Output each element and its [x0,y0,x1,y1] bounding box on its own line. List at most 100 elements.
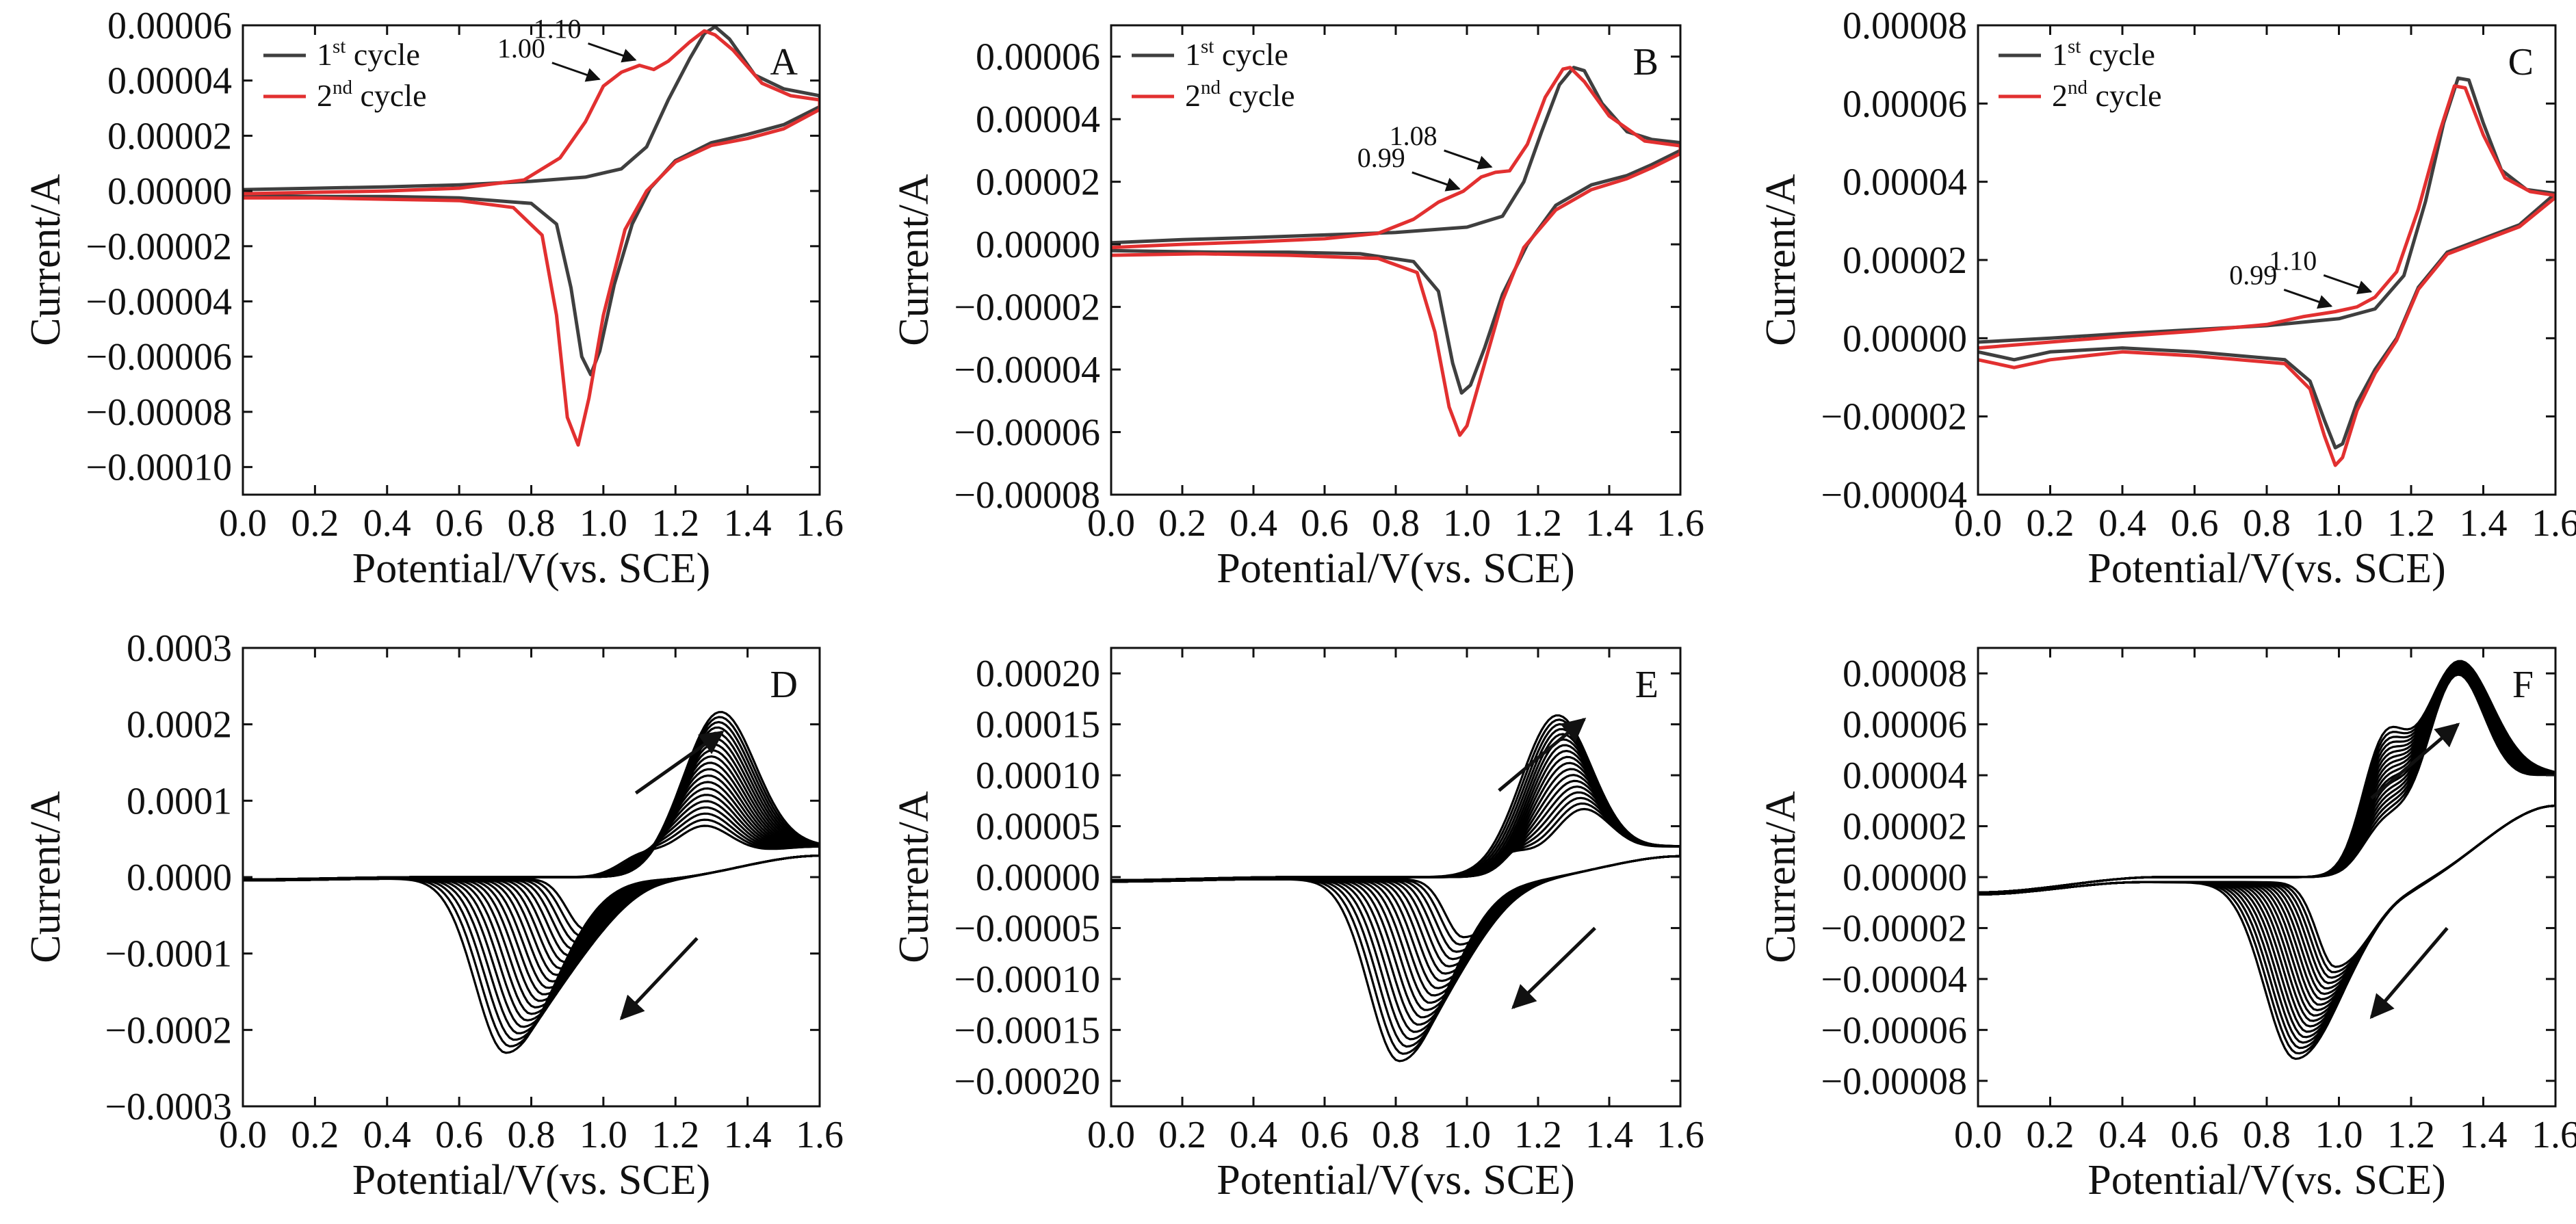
x-tick-label: 0.6 [2171,502,2219,545]
plot-area [1111,66,1680,437]
x-tick-label: 0.8 [508,1114,556,1156]
y-tick-label: 0.00015 [976,704,1100,746]
x-tick-label: 0.2 [2027,1114,2074,1156]
panel-letter: D [770,664,798,706]
x-tick-label: 0.0 [219,502,267,545]
x-tick-label: 1.4 [1585,502,1633,545]
x-tick-label: 1.6 [2532,502,2576,545]
x-tick-label: 0.0 [1087,1114,1135,1156]
legend-label: 1st cycle [317,36,420,72]
x-tick-label: 0.0 [219,1114,267,1156]
y-tick-label: −0.00005 [954,907,1100,950]
x-tick-label: 0.6 [2171,1114,2219,1156]
y-tick-label: −0.00008 [954,474,1100,517]
y-tick-label: 0.00006 [1843,83,1967,125]
legend: 1st cycle 2nd cycle [263,36,427,113]
x-tick-label: 1.4 [1585,1114,1633,1156]
x-tick-label: 0.2 [1158,502,1206,545]
panel-D: 0.0 0.2 0.4 0.6 0.8 1.0 1.2 1.4 1.6 0.0003 0.0002 0… [23,627,844,1203]
x-tick-label: 1.6 [1656,502,1704,545]
y-tick-label: 0.00004 [1843,755,1967,797]
y-tick-label: 0.00002 [976,161,1100,204]
increase-arrow [634,730,725,795]
y-tick-label: −0.00015 [954,1009,1100,1052]
cycle-7-curve [1978,668,2555,1001]
y-tick-label: −0.00020 [954,1060,1100,1103]
y-tick-label: 0.0001 [127,780,232,822]
y-tick-label: −0.00002 [954,287,1100,329]
y-tick-label: 0.00000 [976,857,1100,899]
y-tick-label: −0.00004 [954,349,1100,391]
x-tick-label: 0.4 [1230,502,1277,545]
annotation-label: 1.10 [2269,245,2317,276]
x-tick-label: 1.0 [580,502,627,545]
annotation-arrow [551,62,601,82]
panel-letter: C [2508,41,2534,83]
series-1-curve [1111,66,1680,395]
annotation-label: 1.00 [497,33,545,64]
panel-letter: A [770,41,798,83]
legend-label: 1st cycle [1185,36,1288,72]
cycle-9-curve [1978,667,2555,1011]
panel-letter: E [1635,664,1658,706]
y-tick-label: −0.00004 [1821,959,1967,1001]
y-tick-label: −0.00002 [1821,396,1967,439]
y-axis-label: Current/A [891,174,937,346]
y-tick-label: −0.00010 [954,959,1100,1001]
series-2-curve [1978,84,2555,467]
y-tick-label: 0.00000 [1843,317,1967,360]
y-axis-label: Current/A [1758,174,1804,346]
y-tick-label: 0.00006 [107,5,232,47]
x-tick-label: 0.8 [508,502,556,545]
legend-label: 1st cycle [2052,36,2155,72]
x-tick-label: 1.2 [2387,502,2435,545]
annotation-label: 1.08 [1390,120,1437,151]
x-tick-label: 1.0 [580,1114,627,1156]
y-tick-label: −0.00004 [86,281,232,324]
x-tick-label: 0.6 [435,1114,483,1156]
y-tick-label: 0.00002 [1843,806,1967,848]
decrease-arrow [619,937,699,1021]
y-axis-label: Current/A [1758,791,1804,963]
y-tick-label: 0.0002 [127,704,232,746]
x-tick-label: 1.0 [1443,1114,1491,1156]
y-tick-label: 0.00004 [976,99,1100,141]
x-tick-label: 1.2 [2387,1114,2435,1156]
annotation-label: 1.10 [534,14,582,44]
legend-label: 2nd cycle [317,77,427,113]
x-tick-label: 0.6 [1301,502,1349,545]
increase-arrow [2370,722,2460,800]
y-tick-label: −0.00002 [1821,907,1967,950]
plot-area [243,25,820,447]
y-tick-label: 0.00010 [976,755,1100,797]
plot-area [1978,660,2555,1060]
annotation-arrow [588,42,637,63]
panel-B: 0.0 0.2 0.4 0.6 0.8 1.0 1.2 1.4 1.6 0.00006 0.0000… [891,24,1704,592]
y-tick-label: −0.00006 [1821,1009,1967,1052]
cycle-4-curve [1111,791,1680,961]
annotation-arrow [1411,171,1461,192]
series-1-curve [243,25,820,376]
x-tick-label: 0.8 [2243,1114,2291,1156]
series-2-curve [1111,66,1680,437]
x-axis-label: Potential/V(vs. SCE) [2087,1157,2446,1203]
x-tick-label: 1.6 [1656,1114,1704,1156]
y-tick-label: −0.00008 [1821,1060,1967,1103]
legend: 1st cycle 2nd cycle [1999,36,2162,113]
y-tick-label: 0.0000 [127,857,232,899]
x-tick-label: 0.6 [435,502,483,545]
y-tick-label: −0.0003 [105,1086,232,1128]
cycle-18-curve [1978,660,2555,1060]
y-tick-label: −0.00006 [954,412,1100,454]
cycle-2-curve [1111,802,1680,946]
x-tick-label: 0.4 [2098,502,2146,545]
x-tick-label: 0.0 [1954,502,2002,545]
cycle-18-curve [1111,714,1680,1063]
legend-label: 2nd cycle [2052,77,2162,113]
y-axis-label: Current/A [23,791,69,963]
x-tick-label: 0.6 [1301,1114,1349,1156]
x-tick-label: 0.4 [1230,1114,1277,1156]
x-tick-label: 0.8 [1372,1114,1420,1156]
panel-E: 0.0 0.2 0.4 0.6 0.8 1.0 1.2 1.4 1.6 0.00020 0.0001… [891,647,1704,1203]
